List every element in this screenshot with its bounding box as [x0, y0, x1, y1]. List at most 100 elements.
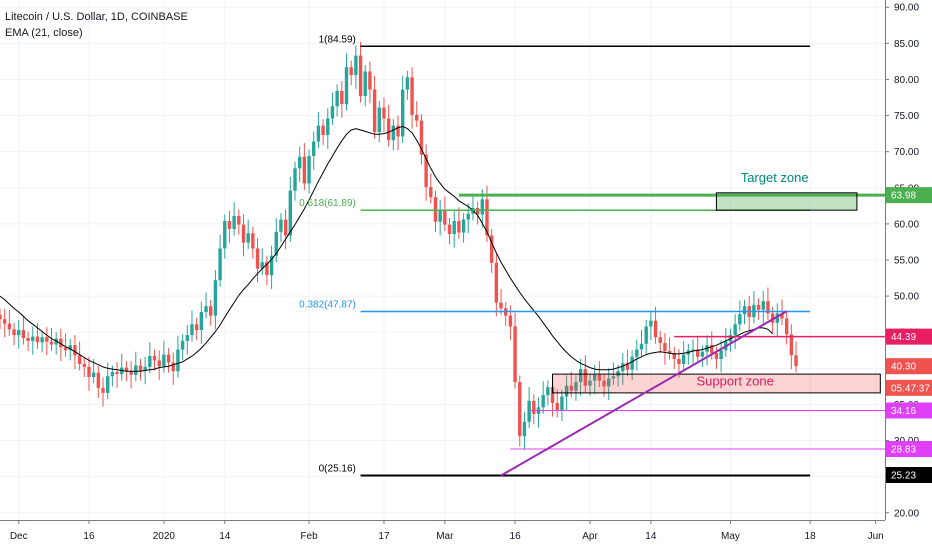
- candle: [368, 61, 372, 104]
- candle: [681, 340, 686, 371]
- candle: [424, 144, 428, 201]
- candle-body: [143, 366, 147, 371]
- candle: [766, 287, 770, 320]
- candle: [63, 333, 68, 357]
- candle-body: [101, 387, 105, 393]
- x-tick-label: 17: [378, 531, 390, 542]
- candle: [663, 332, 667, 365]
- candle: [87, 356, 91, 391]
- candle-body: [541, 395, 545, 408]
- candle: [194, 317, 199, 341]
- candle: [686, 343, 691, 365]
- candle: [232, 202, 236, 236]
- candle: [82, 357, 86, 377]
- price-tag-box: [886, 379, 932, 396]
- candle-body: [194, 324, 199, 331]
- candle-body: [171, 362, 175, 372]
- candle: [630, 350, 634, 380]
- candle-body: [443, 210, 447, 225]
- candle: [40, 330, 44, 353]
- candle-body: [363, 71, 367, 97]
- candle-body: [176, 349, 180, 372]
- symbol-title: Litecoin / U.S. Dollar, 1D, COINBASE: [5, 11, 188, 23]
- candle-body: [307, 156, 311, 184]
- candle-body: [241, 224, 246, 243]
- candle: [251, 226, 255, 259]
- candle: [461, 213, 466, 243]
- candle-body: [21, 330, 26, 338]
- candle: [148, 342, 152, 374]
- candle-body: [134, 365, 138, 375]
- price-tag-label: 40.30: [891, 362, 916, 373]
- candle: [223, 214, 227, 259]
- candle-body: [54, 338, 58, 345]
- candle-body: [733, 324, 737, 336]
- candle: [522, 411, 527, 450]
- x-tick-label: Jun: [868, 531, 884, 542]
- y-tick-label: 70.00: [894, 147, 919, 158]
- candle: [363, 65, 367, 107]
- candle-body: [396, 125, 400, 137]
- candle: [312, 131, 316, 170]
- candle-body: [45, 337, 49, 342]
- candle-body: [513, 326, 517, 383]
- candle-body: [162, 354, 166, 367]
- candle-body: [658, 337, 662, 344]
- candle-body: [246, 233, 250, 243]
- candle: [265, 255, 269, 286]
- candle-body: [31, 336, 35, 341]
- candle: [555, 389, 559, 418]
- candle: [21, 316, 26, 345]
- candle: [54, 332, 58, 355]
- candle-body: [110, 371, 115, 377]
- candle-body: [611, 376, 616, 379]
- candle-body: [550, 387, 555, 403]
- fib-label-0618: 0.618(61.89): [299, 198, 356, 209]
- candle-body: [302, 156, 307, 184]
- candle-body: [738, 314, 742, 325]
- candle: [405, 70, 410, 100]
- candle-body: [457, 221, 461, 233]
- candle-body: [377, 107, 381, 133]
- candle: [335, 84, 339, 117]
- candle: [489, 228, 494, 273]
- candle-body: [312, 141, 316, 156]
- candle-body: [461, 219, 466, 233]
- price-tag-label: 25.23: [891, 471, 916, 482]
- candle: [653, 306, 658, 344]
- candle: [499, 288, 503, 315]
- candle: [382, 97, 386, 133]
- candle-body: [218, 248, 222, 281]
- y-tick-label: 85.00: [894, 39, 919, 50]
- candle-body: [190, 324, 194, 336]
- candle-body: [518, 382, 522, 437]
- candle-body: [405, 77, 410, 90]
- candle-body: [691, 349, 695, 351]
- price-tag-label: 63.98: [891, 191, 916, 202]
- candle: [574, 375, 578, 401]
- candle-body: [0, 314, 2, 320]
- candle: [316, 111, 321, 149]
- candle-body: [700, 351, 705, 357]
- candle-body: [91, 372, 96, 377]
- candle-body: [630, 356, 634, 370]
- candle-body: [63, 347, 68, 351]
- candle-body: [433, 197, 438, 222]
- candle: [541, 381, 545, 414]
- candle: [452, 210, 456, 248]
- candle: [59, 328, 63, 362]
- candle: [209, 299, 213, 326]
- candle-body: [672, 353, 676, 359]
- candle-body: [475, 208, 480, 215]
- candle: [438, 200, 442, 236]
- fib-label-1: 1(84.59): [319, 34, 356, 45]
- candle: [274, 218, 278, 263]
- candle-body: [438, 210, 442, 222]
- candle: [789, 324, 794, 370]
- candle-body: [508, 315, 513, 327]
- price-tag-box: [886, 467, 932, 484]
- candle-body: [447, 224, 452, 234]
- candle-body: [26, 338, 30, 341]
- candle: [101, 377, 105, 407]
